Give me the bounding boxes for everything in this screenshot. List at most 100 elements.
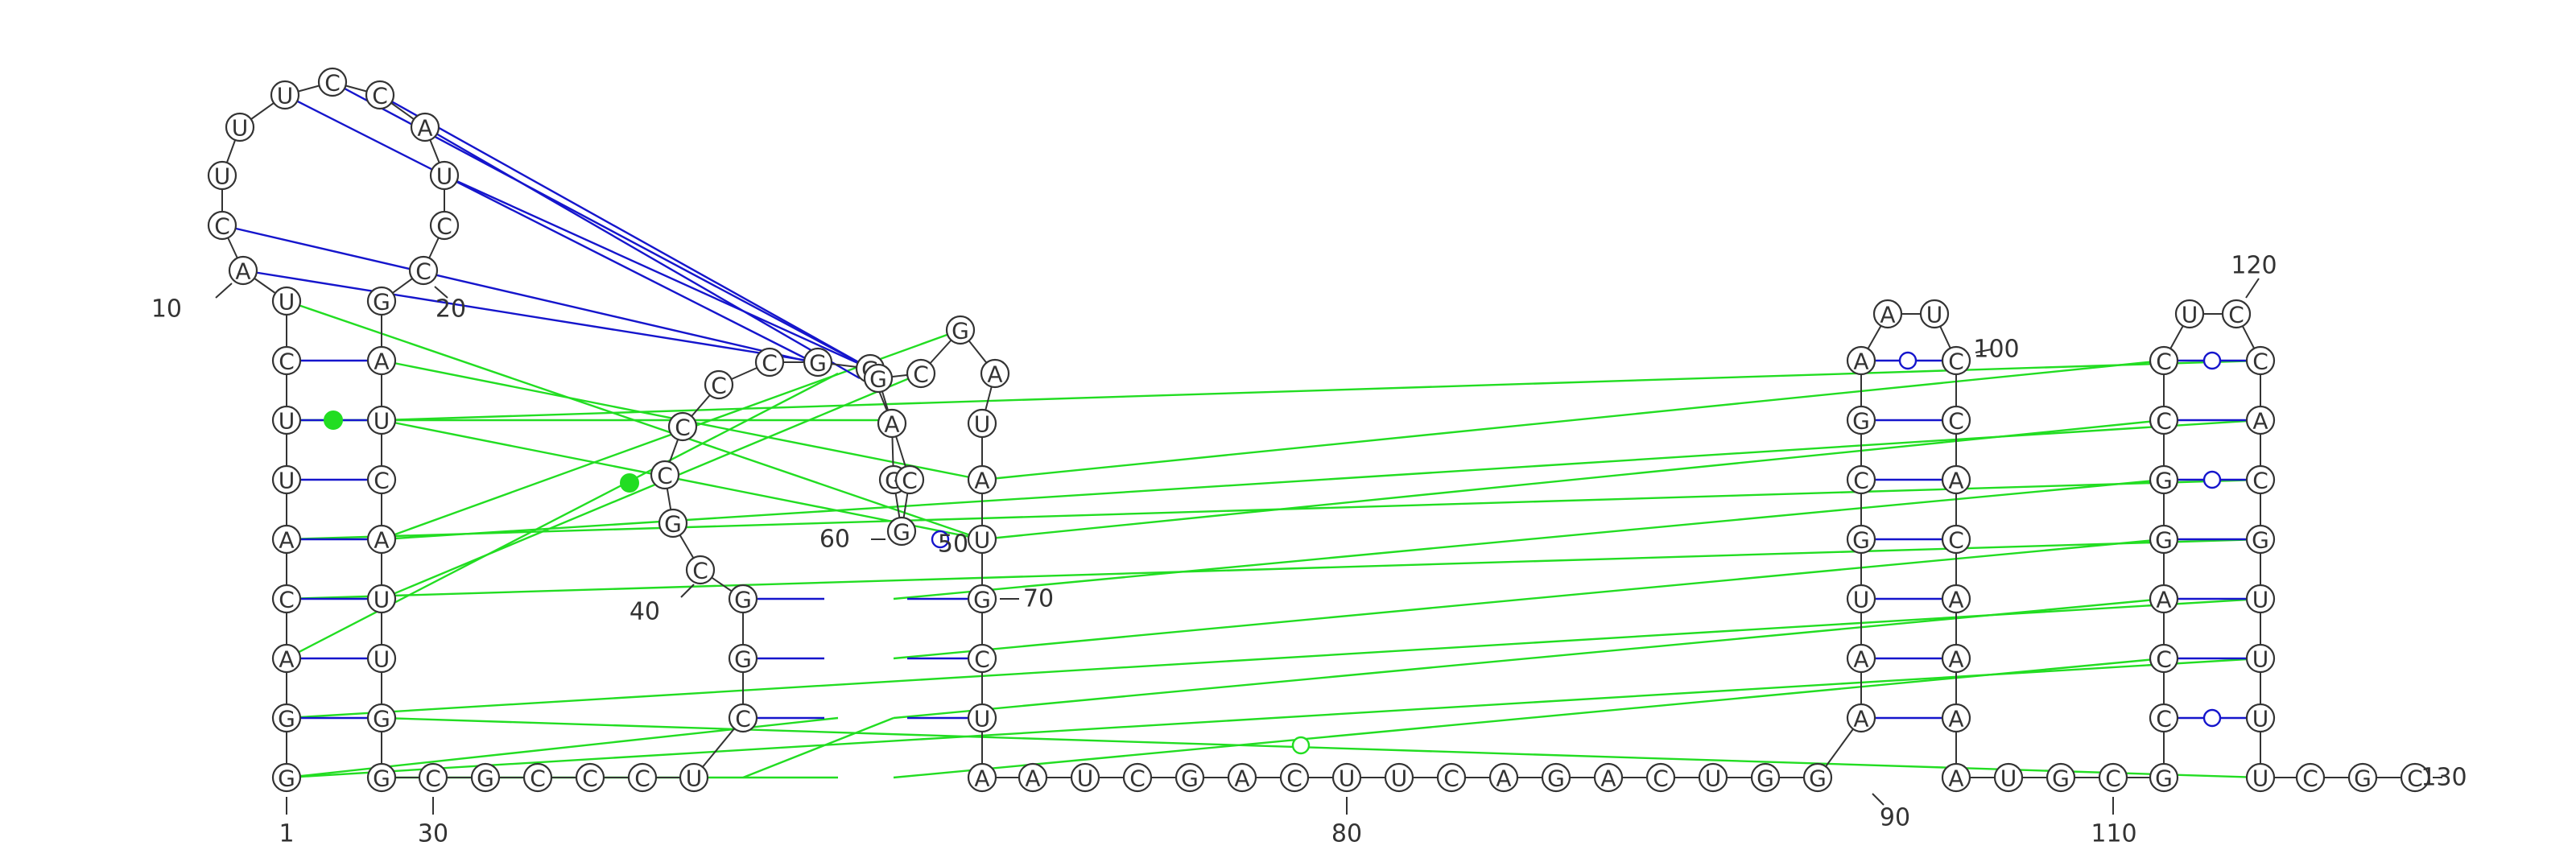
nucleotide-letter: A <box>1948 468 1963 494</box>
nucleotide: U <box>1698 762 1728 793</box>
nucleotide-circle <box>2149 762 2179 793</box>
nucleotide-circle <box>1846 464 1876 495</box>
nucleotide-letter: U <box>374 587 390 613</box>
nucleotide: C <box>271 345 302 376</box>
noncanonical-link <box>742 716 894 779</box>
nucleotide-letter: A <box>1853 706 1868 732</box>
nucleotide: C <box>2149 703 2179 733</box>
pair-marker <box>1898 351 1918 370</box>
nucleotide: G <box>967 584 997 614</box>
nucleotide-letter: A <box>1948 646 1963 673</box>
pseudoknot-link <box>242 269 819 364</box>
nucleotide-circle <box>1802 762 1833 793</box>
nucleotide-letter: C <box>279 587 295 613</box>
nucleotide-letter: C <box>214 213 230 240</box>
nucleotide-circle <box>1846 703 1876 733</box>
nucleotide-letter: C <box>902 468 918 494</box>
nucleotide-letter: C <box>415 258 431 285</box>
nucleotide-letter: G <box>809 350 827 377</box>
noncanonical-link <box>286 597 2261 720</box>
position-number: 100 <box>1973 336 2019 364</box>
nucleotide-circle <box>522 762 553 793</box>
nucleotide-circle <box>1846 584 1876 614</box>
nucleotide-circle <box>2245 584 2276 614</box>
nucleotide-circle <box>627 762 658 793</box>
nucleotide: A <box>1488 762 1519 793</box>
nucleotide-letter: C <box>2156 349 2172 375</box>
position-tick <box>1975 349 1992 353</box>
nucleotide: C <box>408 255 439 286</box>
nucleotide-letter: A <box>279 527 294 554</box>
nucleotide-letter: U <box>436 163 453 190</box>
nucleotide-circle <box>967 703 997 733</box>
nucleotide-letter: G <box>2155 527 2173 554</box>
nucleotide: U <box>679 762 709 793</box>
nucleotide-letter: U <box>1926 302 1943 328</box>
nucleotide: G <box>470 762 501 793</box>
noncanonical-link <box>893 597 2165 720</box>
nucleotide-letter: C <box>425 765 441 792</box>
nucleotide: A <box>967 464 997 495</box>
nucleotide-circle <box>1993 762 2024 793</box>
nucleotide: G <box>2149 524 2179 555</box>
nucleotide: G <box>945 315 976 345</box>
pseudoknot-link <box>284 93 814 364</box>
noncanonical-link <box>981 419 2165 541</box>
nucleotide-letter: A <box>1600 765 1616 792</box>
nucleotide: C <box>906 358 936 389</box>
nucleotide-circle <box>418 762 448 793</box>
nucleotide-letter: C <box>1948 408 1964 435</box>
nucleotide-letter: A <box>235 258 250 285</box>
position-number: 90 <box>1880 804 1910 832</box>
nucleotide: A <box>2245 405 2276 435</box>
nucleotide-letter: C <box>372 83 388 109</box>
nucleotide-circle <box>967 464 997 495</box>
nucleotide: G <box>2347 762 2378 793</box>
noncanonical-link <box>286 299 983 541</box>
nucleotide-letter: A <box>1025 765 1040 792</box>
nucleotide-circle <box>2245 345 2276 376</box>
nucleotide-letter: C <box>974 646 990 673</box>
nucleotide-circle <box>1872 299 1903 329</box>
nucleotide-letter: U <box>232 115 249 142</box>
nucleotide-circle <box>2149 405 2179 435</box>
pseudoknot-link <box>444 174 871 370</box>
pair-marker <box>2202 470 2222 489</box>
nucleotide-letter: U <box>2252 765 2269 792</box>
nucleotide-letter: A <box>1496 765 1511 792</box>
nucleotide: C <box>685 555 716 585</box>
position-tick <box>680 584 695 598</box>
nucleotide: A <box>980 358 1010 389</box>
nucleotide-letter: C <box>582 765 598 792</box>
nucleotide-circle <box>2046 762 2076 793</box>
nucleotide: A <box>877 408 907 439</box>
nucleotide-letter: C <box>913 361 929 388</box>
pair-markers <box>324 351 2222 755</box>
nucleotide-letter: G <box>373 765 390 792</box>
nucleotide-circle <box>685 555 716 585</box>
nucleotide-circle <box>967 762 997 793</box>
nucleotide-circle <box>317 67 348 97</box>
nucleotide: C <box>2221 299 2252 329</box>
nucleotide: U <box>271 405 302 435</box>
nucleotide-circle <box>967 584 997 614</box>
nucleotide-circle <box>2245 643 2276 674</box>
base-pairs <box>221 80 2247 720</box>
nucleotide-letter: C <box>711 373 727 399</box>
nucleotide-letter: G <box>2052 765 2070 792</box>
nucleotide-letter: A <box>1234 765 1249 792</box>
noncanonical-link <box>381 372 922 600</box>
noncanonical-link <box>893 478 2165 600</box>
nucleotide-circle <box>2221 299 2252 329</box>
nucleotide-letter: A <box>374 349 389 375</box>
nucleotide-circle <box>980 358 1010 389</box>
nucleotide: G <box>271 762 302 793</box>
nucleotide: U <box>967 408 997 439</box>
nucleotide: C <box>2245 464 2276 495</box>
nucleotide: U <box>1919 299 1950 329</box>
nucleotide: C <box>271 584 302 614</box>
pair-marker <box>2202 351 2222 370</box>
nucleotide: C <box>365 80 395 110</box>
nucleotide-letter: C <box>374 468 390 494</box>
nucleotide: A <box>1941 703 1971 733</box>
